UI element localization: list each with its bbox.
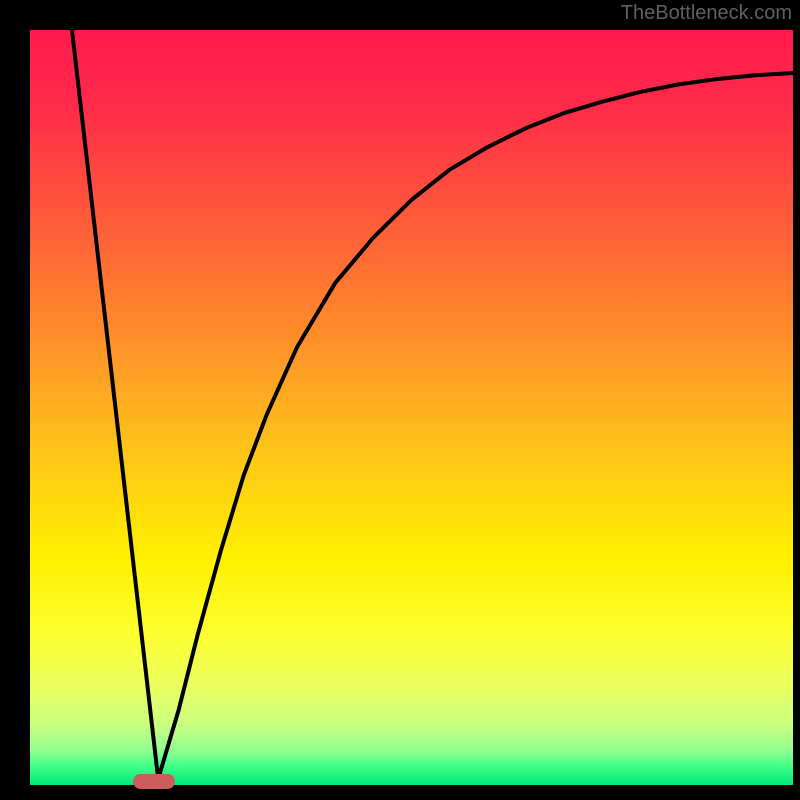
chart-container: TheBottleneck.com — [0, 0, 800, 800]
watermark-text: TheBottleneck.com — [621, 2, 792, 25]
optimal-marker — [133, 774, 175, 789]
curve-layer — [30, 30, 793, 785]
bottleneck-curve — [72, 30, 793, 779]
plot-area — [30, 30, 793, 785]
